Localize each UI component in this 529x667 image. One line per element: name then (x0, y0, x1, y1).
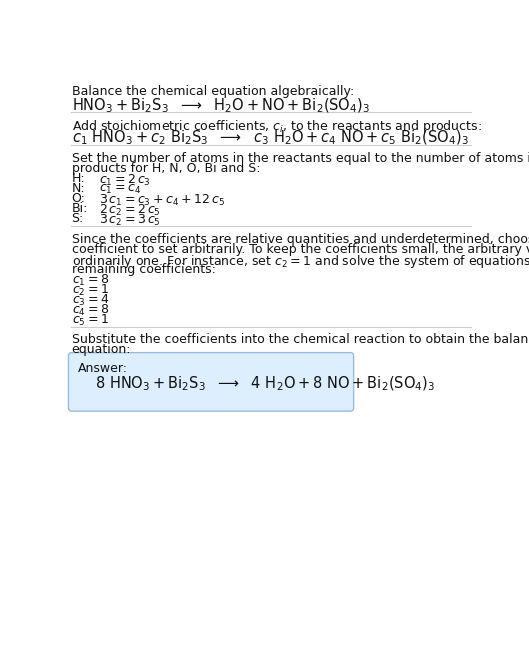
Text: $c_1 = 8$: $c_1 = 8$ (71, 273, 109, 288)
Text: H:: H: (71, 173, 85, 185)
Text: Bi:: Bi: (71, 203, 88, 215)
Text: $c_4 = 8$: $c_4 = 8$ (71, 303, 109, 318)
Text: Balance the chemical equation algebraically:: Balance the chemical equation algebraica… (71, 85, 354, 99)
Text: coefficient to set arbitrarily. To keep the coefficients small, the arbitrary va: coefficient to set arbitrarily. To keep … (71, 243, 529, 255)
Text: $3\,c_1 = c_3 + c_4 + 12\,c_5$: $3\,c_1 = c_3 + c_4 + 12\,c_5$ (99, 193, 225, 207)
FancyBboxPatch shape (68, 353, 354, 411)
Text: $8\ \mathrm{HNO_3 + Bi_2S_3\ \ \longrightarrow\ \ 4\ H_2O + 8\ NO + Bi_2(SO_4)_3: $8\ \mathrm{HNO_3 + Bi_2S_3\ \ \longrigh… (95, 374, 435, 393)
Text: $c_1 = c_4$: $c_1 = c_4$ (99, 183, 141, 195)
Text: $3\,c_2 = 3\,c_5$: $3\,c_2 = 3\,c_5$ (99, 213, 160, 227)
Text: Add stoichiometric coefficients, $c_i$, to the reactants and products:: Add stoichiometric coefficients, $c_i$, … (71, 118, 481, 135)
Text: S:: S: (71, 213, 84, 225)
Text: products for H, N, O, Bi and S:: products for H, N, O, Bi and S: (71, 161, 260, 175)
Text: Since the coefficients are relative quantities and underdetermined, choose a: Since the coefficients are relative quan… (71, 233, 529, 245)
Text: $c_3 = 4$: $c_3 = 4$ (71, 293, 109, 308)
Text: remaining coefficients:: remaining coefficients: (71, 263, 215, 275)
Text: equation:: equation: (71, 344, 131, 356)
Text: ordinarily one. For instance, set $c_2 = 1$ and solve the system of equations fo: ordinarily one. For instance, set $c_2 =… (71, 253, 529, 269)
Text: $c_5 = 1$: $c_5 = 1$ (71, 313, 108, 328)
Text: $2\,c_2 = 2\,c_5$: $2\,c_2 = 2\,c_5$ (99, 203, 160, 217)
Text: N:: N: (71, 183, 85, 195)
Text: Substitute the coefficients into the chemical reaction to obtain the balanced: Substitute the coefficients into the che… (71, 334, 529, 346)
Text: $\mathrm{HNO_3 + Bi_2S_3\ \ \longrightarrow\ \ H_2O + NO + Bi_2(SO_4)_3}$: $\mathrm{HNO_3 + Bi_2S_3\ \ \longrightar… (71, 96, 370, 115)
Text: Answer:: Answer: (78, 362, 127, 375)
Text: Set the number of atoms in the reactants equal to the number of atoms in the: Set the number of atoms in the reactants… (71, 151, 529, 165)
Text: $c_1\ \mathrm{HNO_3} + c_2\ \mathrm{Bi_2S_3}\ \ \longrightarrow\ \ c_3\ \mathrm{: $c_1\ \mathrm{HNO_3} + c_2\ \mathrm{Bi_2… (71, 129, 469, 147)
Text: $c_1 = 2\,c_3$: $c_1 = 2\,c_3$ (99, 173, 151, 187)
Text: $c_2 = 1$: $c_2 = 1$ (71, 283, 108, 298)
Text: O:: O: (71, 193, 85, 205)
